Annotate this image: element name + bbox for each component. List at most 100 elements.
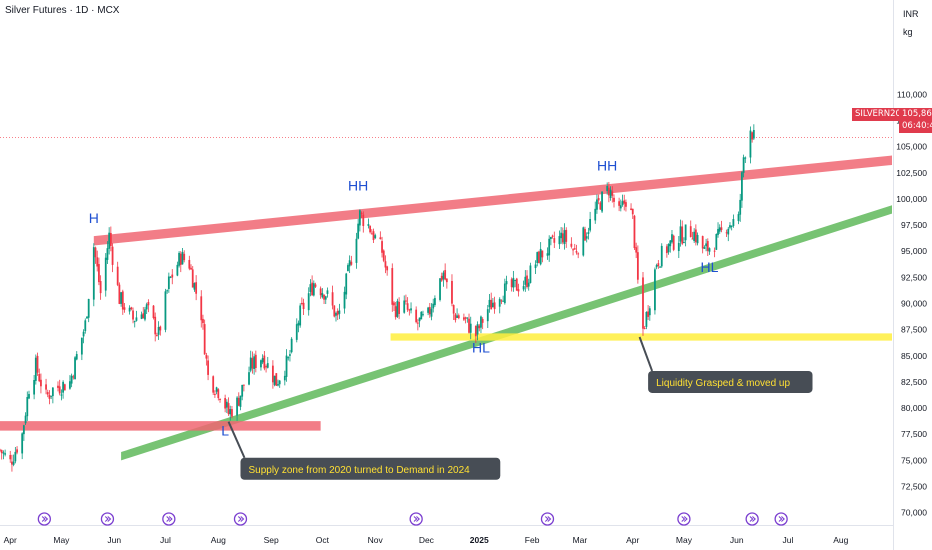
- candle-body: [34, 357, 37, 381]
- candle-body: [696, 234, 699, 244]
- candle-body: [217, 389, 220, 399]
- candle-body: [144, 309, 146, 320]
- candle-body: [271, 365, 274, 383]
- y-tick-label: 110,000: [897, 89, 927, 99]
- candle-body: [546, 253, 549, 256]
- candle-body: [621, 201, 624, 205]
- candle-body: [263, 355, 266, 369]
- unit-label[interactable]: kg: [903, 27, 913, 37]
- structure-label: H: [89, 210, 99, 226]
- candle-body: [178, 252, 180, 266]
- candle-body: [607, 187, 610, 196]
- candle-body: [132, 310, 134, 320]
- event-arrow-icon: [544, 516, 552, 522]
- candle-body: [159, 326, 162, 331]
- candle-body: [51, 387, 54, 397]
- y-tick-label: 90,000: [901, 299, 927, 309]
- candle-body: [75, 354, 78, 360]
- candle-body: [84, 320, 87, 332]
- candle-body: [24, 415, 27, 424]
- candle-body: [524, 276, 527, 285]
- candle-body: [333, 305, 336, 317]
- candle-body: [416, 322, 419, 324]
- candle-body: [503, 283, 506, 304]
- candle-body: [254, 354, 257, 369]
- candle-body: [140, 314, 143, 319]
- candle-body: [665, 246, 668, 254]
- candle-body: [708, 248, 711, 252]
- candle-body: [606, 186, 609, 191]
- candle-body: [732, 219, 735, 227]
- candle-body: [130, 307, 133, 310]
- candle-body: [70, 375, 73, 384]
- candle-body: [338, 310, 341, 314]
- candle-body: [128, 307, 131, 312]
- candle-body: [623, 200, 626, 204]
- x-tick-label: May: [53, 535, 70, 545]
- candle-body: [689, 226, 692, 238]
- candle-body: [452, 305, 455, 314]
- candle-body: [92, 247, 95, 300]
- candle-body: [737, 214, 740, 221]
- candle-body: [357, 223, 360, 239]
- candle-body: [190, 267, 192, 270]
- candle-body: [476, 324, 479, 335]
- event-arrow-icon: [237, 516, 245, 522]
- structure-label: HL: [701, 259, 719, 275]
- callout-pointer: [227, 421, 246, 459]
- resistance-zone: [93, 155, 892, 246]
- candle-body: [241, 384, 244, 397]
- candle-body: [393, 302, 395, 306]
- candle-body: [486, 309, 489, 322]
- last-price-tag: 105,861: [899, 108, 932, 121]
- candle-body: [720, 227, 723, 230]
- candle-body: [249, 357, 252, 371]
- candle-body: [464, 317, 467, 319]
- candle-body: [275, 373, 278, 386]
- currency-label[interactable]: INR: [903, 9, 919, 19]
- candle-body: [63, 384, 66, 391]
- candle-body: [510, 279, 513, 288]
- candle-body: [565, 229, 568, 242]
- candle-body: [188, 259, 191, 269]
- candle-body: [299, 305, 302, 326]
- candle-body: [585, 236, 588, 239]
- candle-body: [283, 375, 286, 381]
- candle-body: [62, 381, 65, 393]
- candle-body: [492, 302, 494, 308]
- candle-body: [167, 276, 170, 289]
- candle-body: [251, 358, 254, 369]
- candle-body: [195, 282, 198, 294]
- structure-label: HH: [348, 178, 368, 194]
- candle-body: [379, 237, 382, 240]
- y-tick-label: 102,500: [896, 168, 927, 178]
- callout-pointer: [638, 336, 654, 372]
- candle-body: [58, 386, 61, 394]
- candle-body: [474, 325, 477, 337]
- candle-body: [677, 242, 680, 252]
- candle-body: [74, 357, 76, 380]
- candle-body: [541, 250, 544, 258]
- candle-body: [265, 366, 267, 368]
- candle-body: [111, 246, 114, 265]
- x-tick-label: Aug: [211, 535, 226, 545]
- candle-body: [181, 252, 184, 265]
- candle-body: [202, 318, 204, 324]
- candle-body: [493, 302, 496, 310]
- candle-body: [553, 238, 556, 243]
- demand-zone: [390, 333, 892, 341]
- symbol-title[interactable]: Silver Futures · 1D · MCX: [5, 5, 120, 16]
- candle-body: [386, 266, 389, 271]
- candle-body: [109, 232, 112, 246]
- candle-body: [681, 226, 684, 244]
- candle-body: [225, 401, 228, 408]
- candle-body: [285, 355, 288, 377]
- candle-body: [314, 284, 317, 287]
- candle-body: [287, 357, 290, 359]
- candle-body: [312, 283, 315, 296]
- candle-body: [457, 315, 460, 319]
- event-arrow-icon: [749, 516, 756, 522]
- candle-body: [21, 433, 24, 454]
- candle-body: [422, 314, 424, 316]
